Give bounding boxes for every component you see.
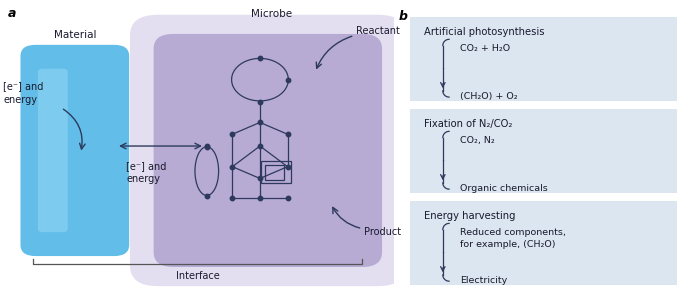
Text: Material: Material xyxy=(53,30,96,40)
FancyBboxPatch shape xyxy=(410,17,677,101)
Bar xyxy=(261,161,292,183)
Text: CO₂, N₂: CO₂, N₂ xyxy=(460,136,495,145)
Text: [e⁻] and
energy: [e⁻] and energy xyxy=(3,81,44,104)
Text: (CH₂O) + O₂: (CH₂O) + O₂ xyxy=(460,92,517,101)
Text: a: a xyxy=(8,7,16,20)
Text: b: b xyxy=(399,10,408,23)
Text: Interface: Interface xyxy=(176,271,220,281)
FancyBboxPatch shape xyxy=(410,201,677,285)
FancyBboxPatch shape xyxy=(38,69,68,232)
Text: Reactant: Reactant xyxy=(356,26,400,36)
Text: Artificial photosynthesis: Artificial photosynthesis xyxy=(424,27,545,37)
Text: Reduced components,
for example, (CH₂O): Reduced components, for example, (CH₂O) xyxy=(460,228,566,249)
Text: Electricity: Electricity xyxy=(460,276,507,285)
FancyBboxPatch shape xyxy=(130,15,406,286)
Text: Organic chemicals: Organic chemicals xyxy=(460,184,547,193)
Text: CO₂ + H₂O: CO₂ + H₂O xyxy=(460,44,510,53)
Text: Microbe: Microbe xyxy=(251,9,292,19)
FancyBboxPatch shape xyxy=(153,34,382,267)
FancyBboxPatch shape xyxy=(410,109,677,193)
Bar xyxy=(264,165,284,180)
Text: Energy harvesting: Energy harvesting xyxy=(424,211,516,221)
FancyBboxPatch shape xyxy=(21,45,129,256)
Text: [e⁻] and
energy: [e⁻] and energy xyxy=(126,161,166,184)
Text: Product: Product xyxy=(364,227,401,237)
Text: Fixation of N₂/CO₂: Fixation of N₂/CO₂ xyxy=(424,119,513,129)
